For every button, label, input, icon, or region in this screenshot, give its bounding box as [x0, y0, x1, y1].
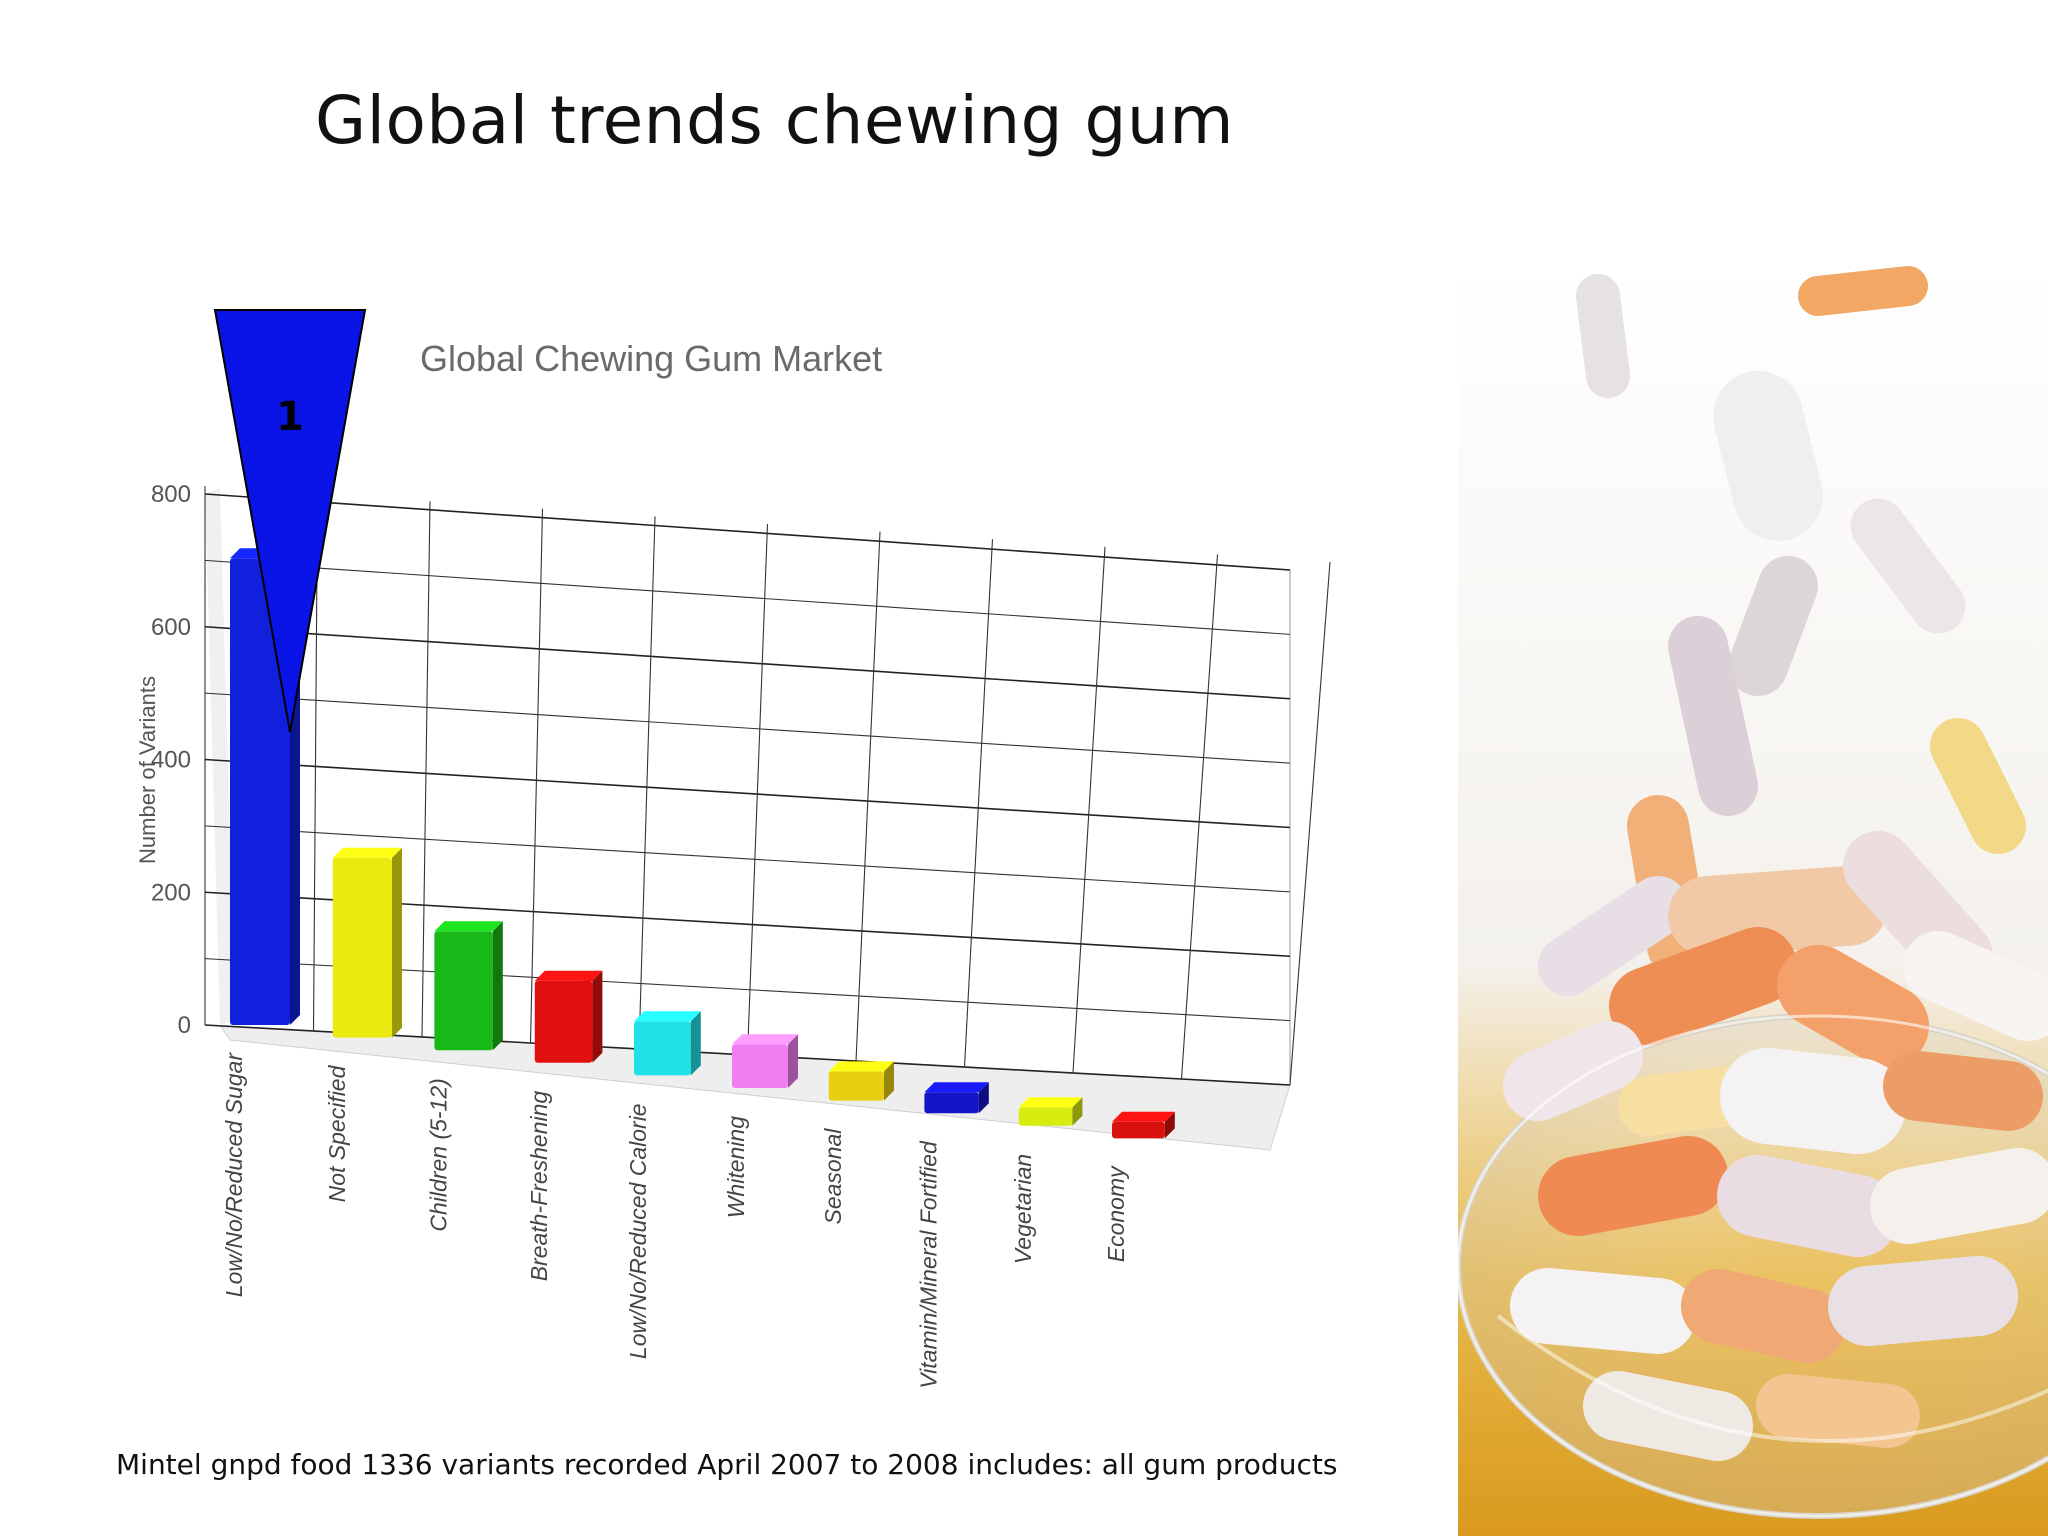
bar [332, 857, 392, 1038]
bar-side [1164, 1111, 1175, 1139]
slide-title: Global trends chewing gum [315, 82, 1235, 159]
gridline-v [855, 531, 881, 1062]
x-tick-label: Seasonal [820, 1128, 846, 1225]
bar [732, 1044, 788, 1088]
bar [634, 1021, 691, 1076]
bar-top [1018, 1097, 1083, 1108]
chart-svg: 0 200 400 600 800 Low/No/Reduced Sugar Not Spe… [151, 309, 1331, 1389]
bar-side [592, 970, 603, 1063]
bar [1018, 1107, 1073, 1126]
bar-top [434, 921, 503, 932]
bar-top [924, 1082, 989, 1093]
gridline-v [746, 523, 769, 1056]
gridline-h [204, 493, 1291, 571]
bar-side [392, 847, 402, 1038]
x-tick-label: Breath-Freshening [526, 1091, 552, 1282]
y-tick-label: 600 [151, 614, 191, 641]
gridline-v [1180, 554, 1219, 1080]
gridline-h [204, 692, 1291, 764]
x-tick-label: Low/No/Reduced Sugar [221, 1052, 247, 1298]
gridline-h [204, 825, 1291, 893]
chart: 0 200 400 600 800 Low/No/Reduced Sugar Not Spe… [135, 309, 1331, 1389]
gridline-v [421, 501, 431, 1038]
gridline-v [963, 539, 994, 1068]
gridline-v [1072, 546, 1106, 1074]
y-tick-label: 200 [151, 879, 191, 906]
gum-bowl-illustration [1458, 266, 2048, 1536]
x-tick-label: Children (5-12) [425, 1078, 451, 1231]
y-axis-label: Number of Variants [135, 676, 160, 864]
bar-side [690, 1011, 701, 1076]
footnote: Mintel gnpd food 1336 variants recorded … [116, 1448, 1338, 1481]
gum-bowl-photo [1458, 266, 2048, 1536]
bar-side [884, 1061, 894, 1101]
y-tick-label: 400 [151, 747, 191, 774]
bar [534, 980, 593, 1063]
x-tick-label: Economy [1103, 1165, 1129, 1262]
gridline-v [1289, 561, 1331, 1086]
callout-label: 1 [276, 394, 304, 440]
bar-top [534, 970, 603, 981]
bar-side [492, 921, 503, 1051]
bar-side [1072, 1097, 1083, 1126]
x-tick-label: Whitening [723, 1116, 749, 1218]
bar [230, 558, 290, 1025]
gridline-v [529, 508, 544, 1044]
chart-side-wall [205, 488, 235, 1025]
bar-top [332, 847, 402, 858]
bar-top [732, 1034, 798, 1045]
bar-side [788, 1034, 798, 1088]
gridline-h [204, 758, 1291, 829]
callout-arrow [213, 309, 367, 733]
bar-top [1112, 1111, 1175, 1122]
bar [434, 931, 493, 1051]
x-tick-label: Vitamin/Mineral Fortified [915, 1140, 941, 1389]
x-tick-label: Low/No/Reduced Calorie [625, 1103, 651, 1359]
chart-title: Global Chewing Gum Market [420, 338, 883, 379]
bar [924, 1092, 979, 1114]
bar-top [828, 1061, 894, 1072]
x-tick-label: Vegetarian [1010, 1154, 1036, 1264]
x-tick-label: Not Specified [324, 1064, 350, 1202]
gridline-v [638, 516, 656, 1050]
bar [1112, 1121, 1165, 1139]
gridline-h [204, 559, 1291, 635]
bar-side [978, 1082, 989, 1114]
y-tick-label: 0 [178, 1012, 191, 1039]
bar [828, 1071, 884, 1101]
gridline-h [204, 625, 1291, 700]
bar-top [634, 1011, 701, 1022]
y-tick-label: 800 [151, 481, 191, 508]
